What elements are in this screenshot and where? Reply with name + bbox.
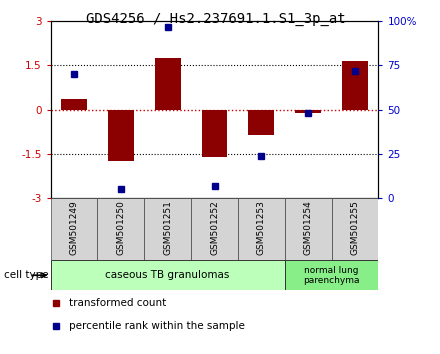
Text: transformed count: transformed count — [69, 298, 166, 308]
Text: caseous TB granulomas: caseous TB granulomas — [106, 270, 230, 280]
Bar — [342, 61, 368, 110]
Text: normal lung
parenchyma: normal lung parenchyma — [303, 266, 360, 285]
Text: GSM501252: GSM501252 — [210, 201, 219, 255]
Bar — [108, 110, 134, 161]
Text: GSM501250: GSM501250 — [116, 200, 125, 256]
Bar — [332, 198, 378, 260]
Text: GSM501253: GSM501253 — [257, 200, 266, 256]
Bar — [51, 260, 285, 290]
Bar — [61, 99, 87, 110]
Text: GSM501255: GSM501255 — [351, 200, 359, 256]
Bar — [285, 198, 332, 260]
Text: GSM501251: GSM501251 — [163, 200, 172, 256]
Bar — [285, 260, 378, 290]
Bar — [249, 110, 274, 135]
Bar — [155, 58, 180, 110]
Bar — [51, 198, 97, 260]
Text: GSM501254: GSM501254 — [304, 201, 313, 255]
Text: GSM501249: GSM501249 — [70, 201, 78, 255]
Text: GDS4256 / Hs2.237691.1.S1_3p_at: GDS4256 / Hs2.237691.1.S1_3p_at — [86, 12, 345, 27]
Bar — [97, 198, 144, 260]
Bar — [144, 198, 191, 260]
Bar — [202, 110, 227, 157]
Bar — [191, 198, 238, 260]
Bar — [295, 110, 321, 113]
Bar — [238, 198, 285, 260]
Text: cell type: cell type — [4, 270, 49, 280]
Text: percentile rank within the sample: percentile rank within the sample — [69, 321, 245, 331]
